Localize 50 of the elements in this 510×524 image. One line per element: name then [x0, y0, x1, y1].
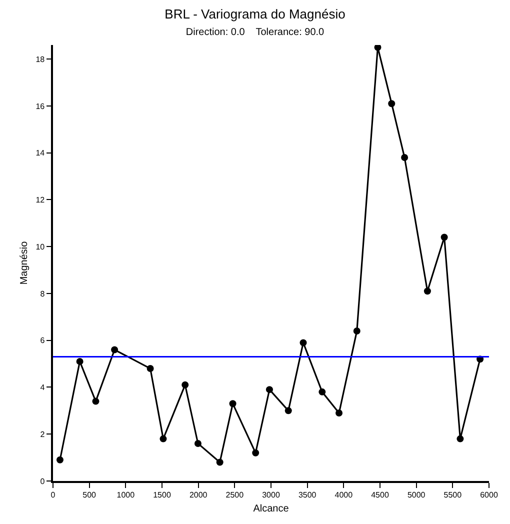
point	[194, 440, 202, 447]
y-tick-label: 14	[36, 148, 46, 158]
point	[456, 435, 464, 442]
point	[56, 456, 64, 464]
x-tick-label: 0	[50, 490, 56, 500]
y-tick-label: 0	[40, 476, 46, 486]
x-tick-label: 3500	[298, 490, 317, 500]
y-tick-label: 6	[40, 336, 46, 346]
x-tick-label: 2000	[189, 490, 208, 500]
point	[440, 234, 448, 241]
point	[92, 398, 100, 405]
point	[216, 458, 224, 466]
point	[401, 154, 408, 162]
x-tick-label: 4000	[334, 490, 354, 500]
x-tick-label: 5500	[444, 490, 462, 500]
point	[353, 327, 360, 334]
x-tick-label: 500	[82, 490, 97, 500]
y-tick-label: 16	[36, 102, 46, 111]
point	[318, 388, 326, 396]
x-tick-label: 4500	[371, 490, 390, 500]
y-axis-title: Magnésio	[19, 240, 30, 285]
point	[160, 435, 167, 442]
y-tick-label: 8	[40, 289, 46, 298]
point	[284, 407, 292, 414]
point	[229, 400, 236, 408]
y-tick-label: 2	[40, 430, 46, 439]
y-tick-label: 18	[36, 54, 46, 64]
x-tick-label: 1000	[116, 490, 136, 500]
x-tick-label: 1500	[153, 490, 172, 500]
chart-subtitle: Direction: 0.0 Tolerance: 90.0	[186, 27, 325, 38]
point	[388, 100, 396, 108]
x-tick-label: 3000	[262, 490, 280, 500]
y-tick-label: 4	[40, 383, 46, 392]
point	[146, 364, 154, 372]
point	[76, 358, 84, 365]
x-axis-title: Alcance	[253, 503, 290, 514]
y-tick-label: 12	[36, 196, 46, 205]
point	[111, 346, 118, 354]
point	[300, 339, 307, 346]
chart-title: BRL - Variograma do Magnésio	[164, 6, 346, 22]
y-tick-label: 10	[36, 242, 46, 252]
point	[336, 410, 343, 417]
x-tick-label: 5000	[407, 490, 426, 500]
point	[266, 386, 273, 394]
point	[182, 381, 189, 388]
point	[374, 45, 382, 51]
point	[424, 288, 431, 295]
x-tick-label: 6000	[480, 490, 498, 500]
x-tick-label: 2500	[226, 490, 244, 500]
point	[252, 449, 260, 456]
